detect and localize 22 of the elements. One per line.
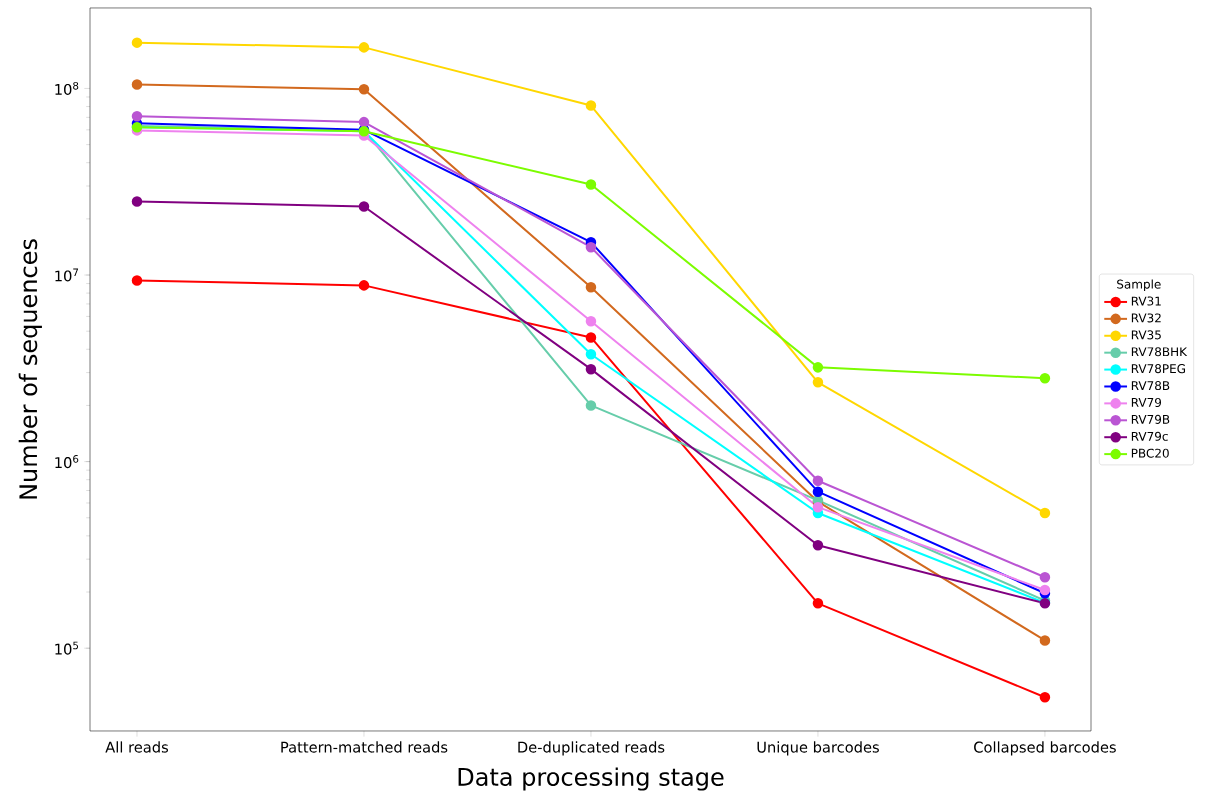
- legend-label: RV79: [1131, 397, 1162, 408]
- legend-label: RV79B: [1131, 414, 1170, 424]
- x-tick-label: Collapsed barcodes: [974, 741, 1116, 756]
- x-tick-label: All reads: [105, 741, 169, 753]
- legend-label: RV79c: [1131, 431, 1168, 441]
- x-axis-title: Data processing stage: [458, 767, 724, 791]
- legend-label: RV78BHK: [1131, 347, 1188, 357]
- legend-label: RV32: [1131, 313, 1161, 323]
- legend-label: RV31: [1131, 296, 1161, 306]
- legend-label: RV35: [1131, 330, 1161, 340]
- y-tick-label: 10$^{6}$: [55, 455, 79, 469]
- legend-label: RV78PEG: [1131, 364, 1186, 374]
- legend-label: PBC20: [1131, 448, 1169, 458]
- legend-label: RV78B: [1131, 381, 1170, 391]
- x-tick-label: Unique barcodes: [757, 741, 879, 756]
- x-tick-label: De-duplicated reads: [518, 741, 665, 756]
- y-tick-label: 10$^{5}$: [55, 641, 79, 655]
- y-axis-title: Number of sequences: [18, 239, 42, 499]
- y-tick-label: 10$^{7}$: [55, 268, 79, 282]
- y-tick-label: 10$^{8}$: [55, 81, 79, 96]
- legend-title: Sample: [1117, 279, 1161, 291]
- x-tick-label: Pattern-matched reads: [281, 741, 448, 753]
